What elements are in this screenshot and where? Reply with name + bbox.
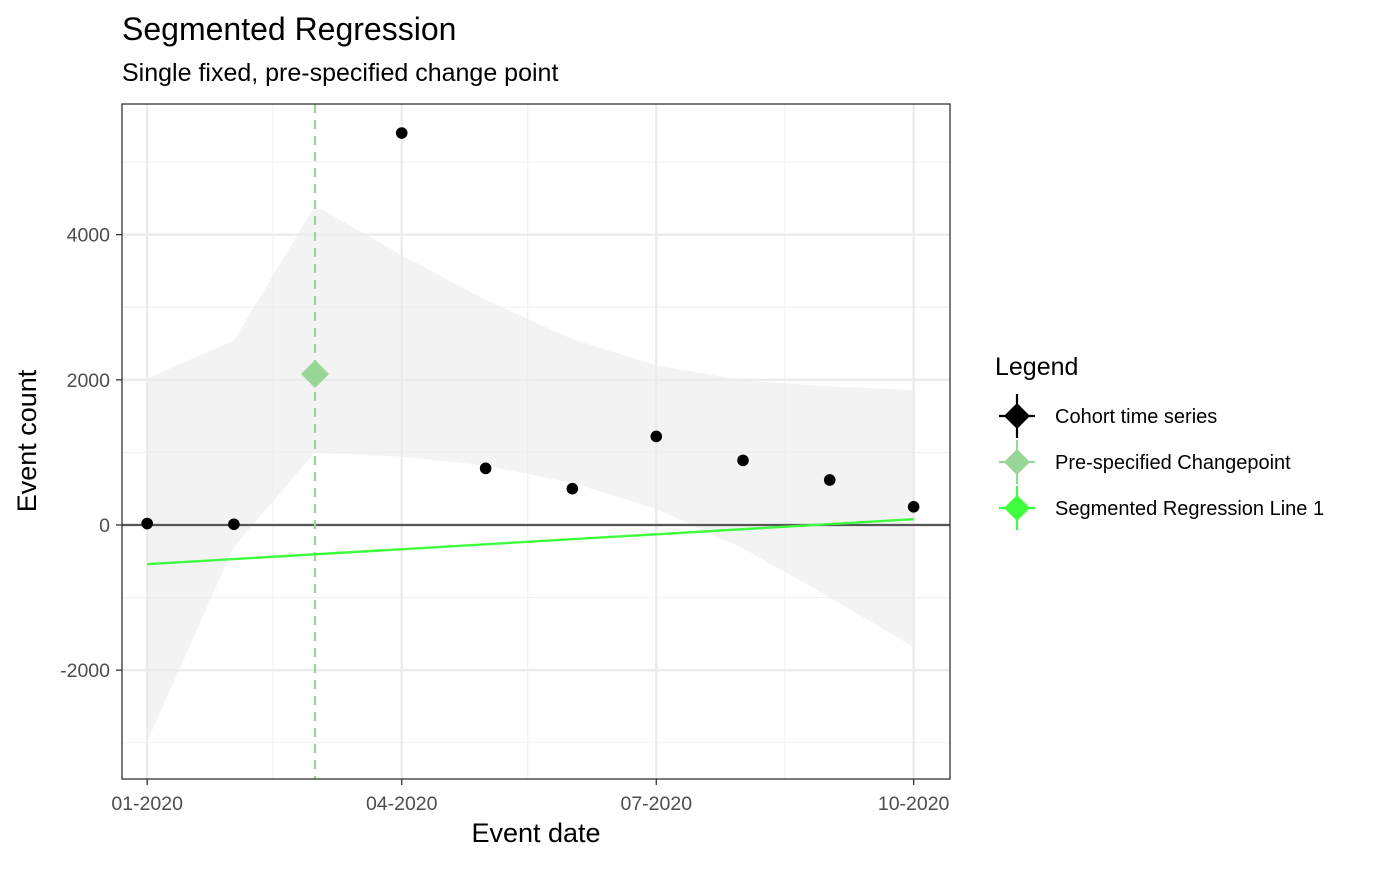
panel-border xyxy=(121,103,951,780)
legend-entry: Segmented Regression Line 1 xyxy=(999,486,1324,530)
data-point xyxy=(823,474,836,486)
data-point xyxy=(737,454,749,467)
y-tick-label: -2000 xyxy=(60,660,110,682)
legend-title: Legend xyxy=(995,353,1078,381)
legend-label: Pre-specified Changepoint xyxy=(1055,452,1291,474)
data-point xyxy=(141,517,153,530)
chart-title: Segmented Regression xyxy=(122,11,456,47)
x-axis-title: Event date xyxy=(471,818,600,848)
x-tick-label: 10-2020 xyxy=(878,793,950,815)
data-point xyxy=(907,501,920,513)
x-tick-label: 07-2020 xyxy=(620,793,692,815)
x-tick-label: 04-2020 xyxy=(366,793,438,815)
data-point xyxy=(479,462,492,475)
legend-label: Segmented Regression Line 1 xyxy=(1055,498,1324,520)
legend-key-diamond xyxy=(1004,403,1030,429)
legend-key-diamond xyxy=(1004,495,1030,521)
legend: Legend Cohort time series Pre-specified C… xyxy=(995,353,1324,530)
plot-panel: 01-2020 04-2020 07-2020 10-2020 -2000 0 2000 40… xyxy=(60,103,951,815)
legend-key-diamond xyxy=(1004,449,1030,475)
legend-entry: Cohort time series xyxy=(999,394,1217,438)
legend-label: Cohort time series xyxy=(1055,406,1217,428)
y-axis-title: Event count xyxy=(12,369,42,512)
y-tick-label: 2000 xyxy=(67,370,111,392)
confidence-band xyxy=(147,205,914,742)
data-point xyxy=(650,430,663,443)
chart-subtitle: Single fixed, pre-specified change point xyxy=(122,59,558,87)
regression-line xyxy=(147,517,914,566)
y-tick-label: 4000 xyxy=(67,225,111,247)
data-point xyxy=(228,518,240,531)
data-point xyxy=(566,482,579,495)
changepoint-marker xyxy=(301,360,330,388)
data-point xyxy=(395,127,408,139)
x-tick-label: 01-2020 xyxy=(111,793,183,815)
legend-entry: Pre-specified Changepoint xyxy=(999,440,1291,484)
y-tick-label: 0 xyxy=(99,515,110,537)
